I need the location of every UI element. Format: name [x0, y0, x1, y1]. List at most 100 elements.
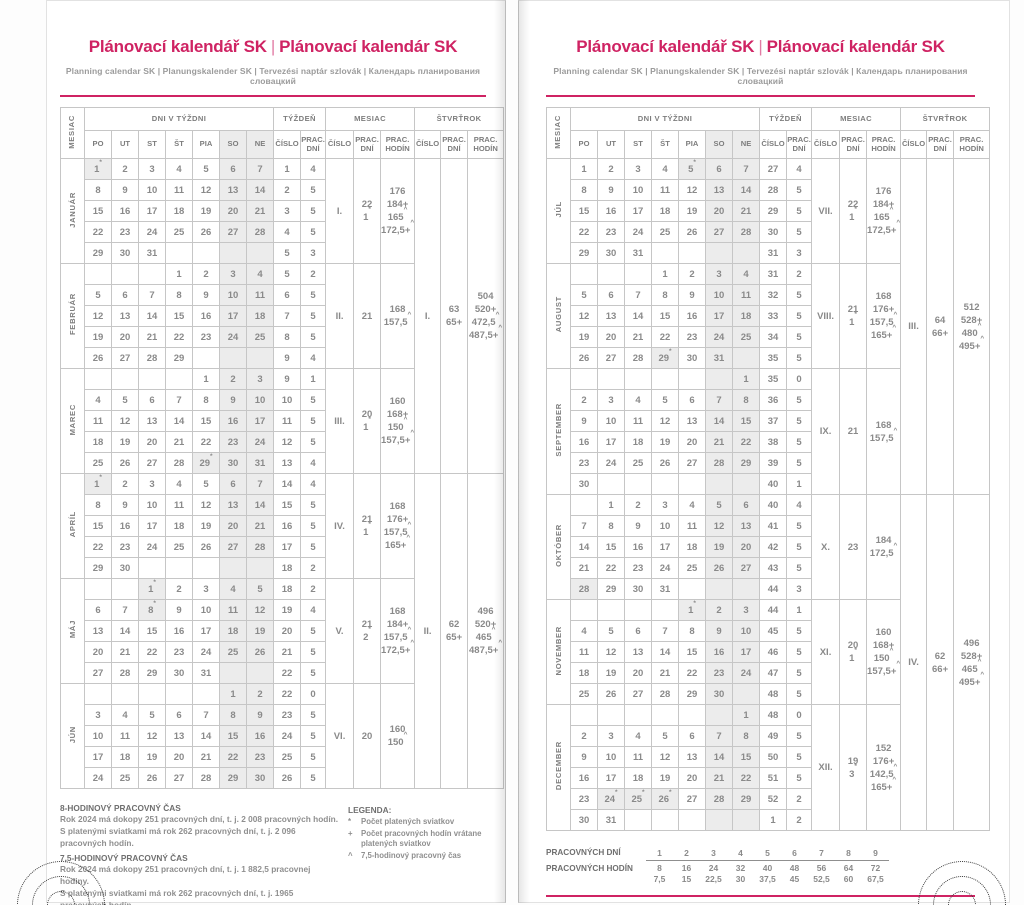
week-number-cell: 46: [759, 641, 788, 663]
day-cell: [597, 704, 625, 726]
day-cell: 14: [245, 494, 275, 516]
day-cell: 28: [192, 767, 220, 789]
col-header-st: ST: [624, 130, 652, 159]
day-cell: [678, 704, 706, 726]
month-workhours-cell: 168 176+ 157,5^ 165+^: [866, 263, 902, 369]
week-workdays-cell: 5: [300, 704, 327, 726]
day-cell: 18: [678, 536, 706, 558]
day-cell: 9: [192, 284, 220, 306]
day-cell: [245, 242, 275, 264]
week-number-cell: 30: [759, 221, 788, 243]
day-cell: 14: [705, 746, 733, 768]
legend-title: LEGENDA:: [348, 805, 392, 815]
day-cell: 30: [570, 473, 598, 495]
week-number-cell: 6: [273, 284, 302, 306]
day-cell: 10: [597, 410, 625, 432]
quarter-workhours-cell: 504 520+ 472,5^ 487,5+^: [467, 158, 505, 474]
day-cell: 11: [624, 410, 652, 432]
day-cell: 19: [111, 431, 139, 453]
col-header-ut: UT: [111, 130, 139, 159]
day-cell: 5: [192, 158, 220, 180]
month-workdays-cell: 22 1*: [839, 158, 868, 264]
day-cell: 27: [84, 662, 112, 684]
day-cell: 13: [111, 305, 139, 327]
week-workdays-cell: 4: [786, 158, 813, 180]
week-row: APRÍL 1* 2 3 4 5 6 7 14 4 IV. 21 1* 168 176+ 157,5^ 165+…: [60, 473, 505, 789]
day-cell: 23: [597, 221, 625, 243]
month-name: OKTÓBER: [546, 494, 571, 600]
week-workdays-cell: 5: [300, 641, 327, 663]
day-cell: 13: [597, 305, 625, 327]
day-cell: 16: [678, 305, 706, 327]
workhours-label: PRACOVNÝCH HODÍN: [546, 863, 633, 873]
day-cell: [111, 578, 139, 600]
day-cell: 16: [597, 200, 625, 222]
day-cell: 14: [192, 725, 220, 747]
day-cell: 21: [651, 662, 679, 684]
day-cell: 12: [597, 641, 625, 663]
day-cell: [165, 557, 193, 579]
day-cell: [624, 704, 652, 726]
day-cell: 6: [624, 620, 652, 642]
day-cell: 28: [651, 683, 679, 705]
day-cell: 10: [731, 620, 761, 642]
header-mesiac-rotated: MESIAC: [546, 107, 571, 159]
week-row: SEPTEMBER 1 35 0 IX. 21 168 157,5^: [546, 368, 990, 495]
day-cell: [192, 683, 220, 705]
day-cell: 11: [678, 515, 706, 537]
col-header-month-prac-dni: PRAC. DNÍ: [353, 130, 382, 159]
day-cell: 6: [111, 284, 139, 306]
col-header-month-cislo: ČÍSLO: [811, 130, 841, 159]
day-cell: [624, 368, 652, 390]
week-workdays-cell: 2: [786, 263, 813, 285]
day-cell: 13: [84, 620, 112, 642]
day-cell: 6: [597, 284, 625, 306]
day-cell: 3: [651, 494, 679, 516]
day-cell: 25: [624, 452, 652, 474]
day-cell: [678, 473, 706, 495]
col-header-st2: ŠT: [651, 130, 679, 159]
day-cell: [651, 599, 679, 621]
col-header-st2: ŠT: [165, 130, 193, 159]
day-cell: 19: [651, 431, 679, 453]
day-cell: 10: [138, 494, 166, 516]
month-number-cell: X.: [811, 494, 841, 600]
month-workhours-cell: 152 176+ 142,5^ 165+^: [866, 704, 902, 831]
week-workdays-cell: 5: [786, 389, 813, 411]
week-workdays-cell: 5: [786, 746, 813, 768]
day-cell: 6: [84, 599, 112, 621]
week-workdays-cell: 5: [300, 515, 327, 537]
workdays-value: 7: [808, 845, 835, 861]
day-cell: 25: [651, 221, 679, 243]
day-cell: 28: [705, 788, 733, 810]
week-workdays-cell: 5: [786, 683, 813, 705]
week-workdays-cell: 0: [786, 368, 813, 390]
heading-75h: 7,5-HODINOVÝ PRACOVNÝ ČAS: [60, 853, 188, 863]
week-number-cell: 40: [759, 494, 788, 516]
day-cell: 17: [138, 200, 166, 222]
day-cell: 12: [111, 410, 139, 432]
day-cell: [138, 368, 166, 390]
day-cell: 3: [219, 263, 247, 285]
week-workdays-cell: 5: [300, 767, 327, 789]
month-name: MÁJ: [60, 578, 85, 684]
day-cell: [651, 473, 679, 495]
day-cell: 30: [111, 557, 139, 579]
top-rule: [60, 95, 486, 97]
day-cell: 20: [111, 326, 139, 348]
day-cell: 20: [597, 326, 625, 348]
day-cell: [597, 473, 625, 495]
day-cell: 21: [705, 431, 733, 453]
day-cell: [138, 683, 166, 705]
month-number-cell: V.: [325, 578, 355, 684]
day-cell: 8: [84, 179, 112, 201]
day-cell: 2: [705, 599, 733, 621]
day-cell: 20: [219, 515, 247, 537]
day-cell: [705, 242, 733, 264]
day-cell: 29: [84, 557, 112, 579]
day-cell: 22: [84, 221, 112, 243]
day-cell: 27: [678, 788, 706, 810]
day-cell: 2: [245, 683, 275, 705]
day-cell: 23: [219, 431, 247, 453]
